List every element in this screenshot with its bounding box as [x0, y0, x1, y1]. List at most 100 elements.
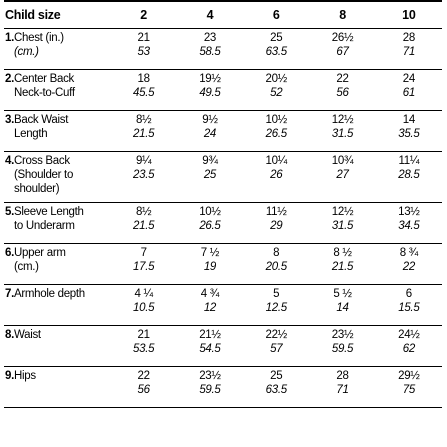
value-centimeters: 21.5 — [133, 128, 155, 140]
value-inches: 8 ½ — [333, 247, 352, 259]
header-size-8: 8 — [309, 0, 376, 29]
value-inches: 21½ — [199, 329, 221, 341]
value-inches: 21 — [137, 329, 151, 341]
value-inches: 29½ — [398, 370, 420, 382]
value-cell: 12½ 31.5 — [309, 202, 376, 244]
value-centimeters: 24 — [203, 128, 217, 140]
value-inches: 11¼ — [398, 155, 420, 167]
value-centimeters: 10.5 — [133, 302, 155, 314]
value-inches: 22½ — [265, 329, 287, 341]
value-centimeters: 56 — [137, 384, 151, 396]
value-cell: 8 ¾ 22 — [375, 243, 442, 285]
value-centimeters: 28.5 — [398, 169, 420, 181]
value-cell: 21½ 54.5 — [176, 325, 244, 367]
row-number: 8. — [5, 329, 14, 341]
value-centimeters: 61 — [402, 87, 416, 99]
row-number: 5. — [5, 206, 14, 218]
row-label-chest: 1. Chest (in.) (cm.) — [4, 28, 111, 70]
row-label-waist: 8. Waist — [4, 325, 111, 367]
size-chart-table: Child size 2 4 6 8 10 1. Chest (in.) (cm.… — [4, 0, 442, 408]
value-inches: 8½ — [135, 206, 152, 218]
value-centimeters: 21.5 — [331, 261, 354, 273]
value-cell: 23 58.5 — [176, 28, 244, 70]
value-inches: 23½ — [331, 329, 354, 341]
row-label-line1: Chest (in.) — [14, 32, 64, 44]
value-inches: 23½ — [199, 370, 221, 382]
row-label-line1: Cross Back — [14, 155, 70, 167]
value-inches: 18 — [137, 73, 151, 85]
value-inches: 26½ — [331, 32, 354, 44]
row-number: 2. — [5, 73, 14, 85]
value-centimeters: 12.5 — [265, 302, 287, 314]
row-label-line1: Armhole depth — [14, 288, 85, 300]
value-cell: 7 ½ 19 — [176, 243, 244, 285]
value-cell: 23½ 59.5 — [309, 325, 376, 367]
value-inches: 28 — [402, 32, 416, 44]
value-centimeters: 12 — [203, 302, 217, 314]
value-centimeters: 63.5 — [265, 46, 287, 58]
value-inches: 28 — [336, 370, 349, 382]
value-inches: 5 ½ — [333, 288, 352, 300]
value-cell: 29½ 75 — [375, 366, 442, 408]
value-cell: 8½ 21.5 — [110, 110, 177, 152]
value-inches: 25 — [270, 370, 283, 382]
row-label-line2: (cm.) — [14, 46, 39, 58]
value-cell: 8 ½ 21.5 — [309, 243, 376, 285]
row-label-line1: Hips — [14, 370, 36, 382]
value-cell: 6 15.5 — [375, 284, 442, 326]
value-cell: 8 20.5 — [243, 243, 310, 285]
row-label-upper-arm: 6. Upper arm (cm.) — [4, 243, 111, 285]
value-inches: 14 — [402, 114, 416, 126]
value-inches: 10¼ — [265, 155, 287, 167]
value-cell: 22 56 — [110, 366, 177, 408]
value-centimeters: 75 — [402, 384, 416, 396]
value-centimeters: 15.5 — [398, 302, 420, 314]
row-label-center-back-neck-to-cuff: 2. Center Back Neck-to-Cuff — [4, 69, 111, 111]
value-centimeters: 25 — [203, 169, 217, 181]
value-centimeters: 26 — [270, 169, 283, 181]
table-row: 9. Hips 22 56 23½ 59.5 25 63.5 28 71 29½ 75 — [4, 366, 442, 408]
header-size-4: 4 — [176, 0, 244, 29]
table-row: 5. Sleeve Length to Underarm 8½ 21.5 10½ 26.5… — [4, 202, 442, 244]
row-number: 6. — [5, 247, 14, 259]
value-cell: 20½ 52 — [243, 69, 310, 111]
value-inches: 7 — [140, 247, 147, 259]
value-centimeters: 54.5 — [199, 343, 221, 355]
row-label-hips: 9. Hips — [4, 366, 111, 408]
value-centimeters: 53 — [137, 46, 151, 58]
value-inches: 24 — [402, 73, 416, 85]
row-number: 4. — [5, 155, 14, 167]
value-cell: 24½ 62 — [375, 325, 442, 367]
value-inches: 13½ — [398, 206, 420, 218]
value-cell: 5 ½ 14 — [309, 284, 376, 326]
value-inches: 7 ½ — [200, 247, 220, 259]
row-label-line1: Center Back — [14, 73, 74, 85]
row-label-line1: Back Waist — [14, 114, 69, 126]
value-inches: 12½ — [331, 206, 354, 218]
row-number: 1. — [5, 32, 14, 44]
value-centimeters: 57 — [270, 343, 283, 355]
value-inches: 10¾ — [331, 155, 354, 167]
value-cell: 21 53 — [110, 28, 177, 70]
value-inches: 21 — [137, 32, 151, 44]
value-centimeters: 71 — [336, 384, 349, 396]
value-cell: 9¼ 23.5 — [110, 151, 177, 203]
value-cell: 7 17.5 — [110, 243, 177, 285]
value-cell: 22½ 57 — [243, 325, 310, 367]
table-row: 3. Back Waist Length 8½ 21.5 9½ 24 10½ 26.5 12½ 3… — [4, 110, 442, 152]
header-size-2: 2 — [110, 0, 177, 29]
table-row: 2. Center Back Neck-to-Cuff 18 45.5 19½ 49.5 2… — [4, 69, 442, 111]
value-inches: 10½ — [199, 206, 221, 218]
row-label-line1: Sleeve Length — [14, 206, 84, 218]
value-centimeters: 56 — [336, 87, 349, 99]
value-inches: 8½ — [135, 114, 152, 126]
value-centimeters: 71 — [402, 46, 416, 58]
row-number: 3. — [5, 114, 14, 126]
value-centimeters: 58.5 — [199, 46, 221, 58]
value-cell: 9¾ 25 — [176, 151, 244, 203]
value-centimeters: 27 — [336, 169, 349, 181]
value-inches: 22 — [336, 73, 349, 85]
row-label-armhole-depth: 7. Armhole depth — [4, 284, 111, 326]
value-inches: 9¾ — [202, 155, 218, 167]
